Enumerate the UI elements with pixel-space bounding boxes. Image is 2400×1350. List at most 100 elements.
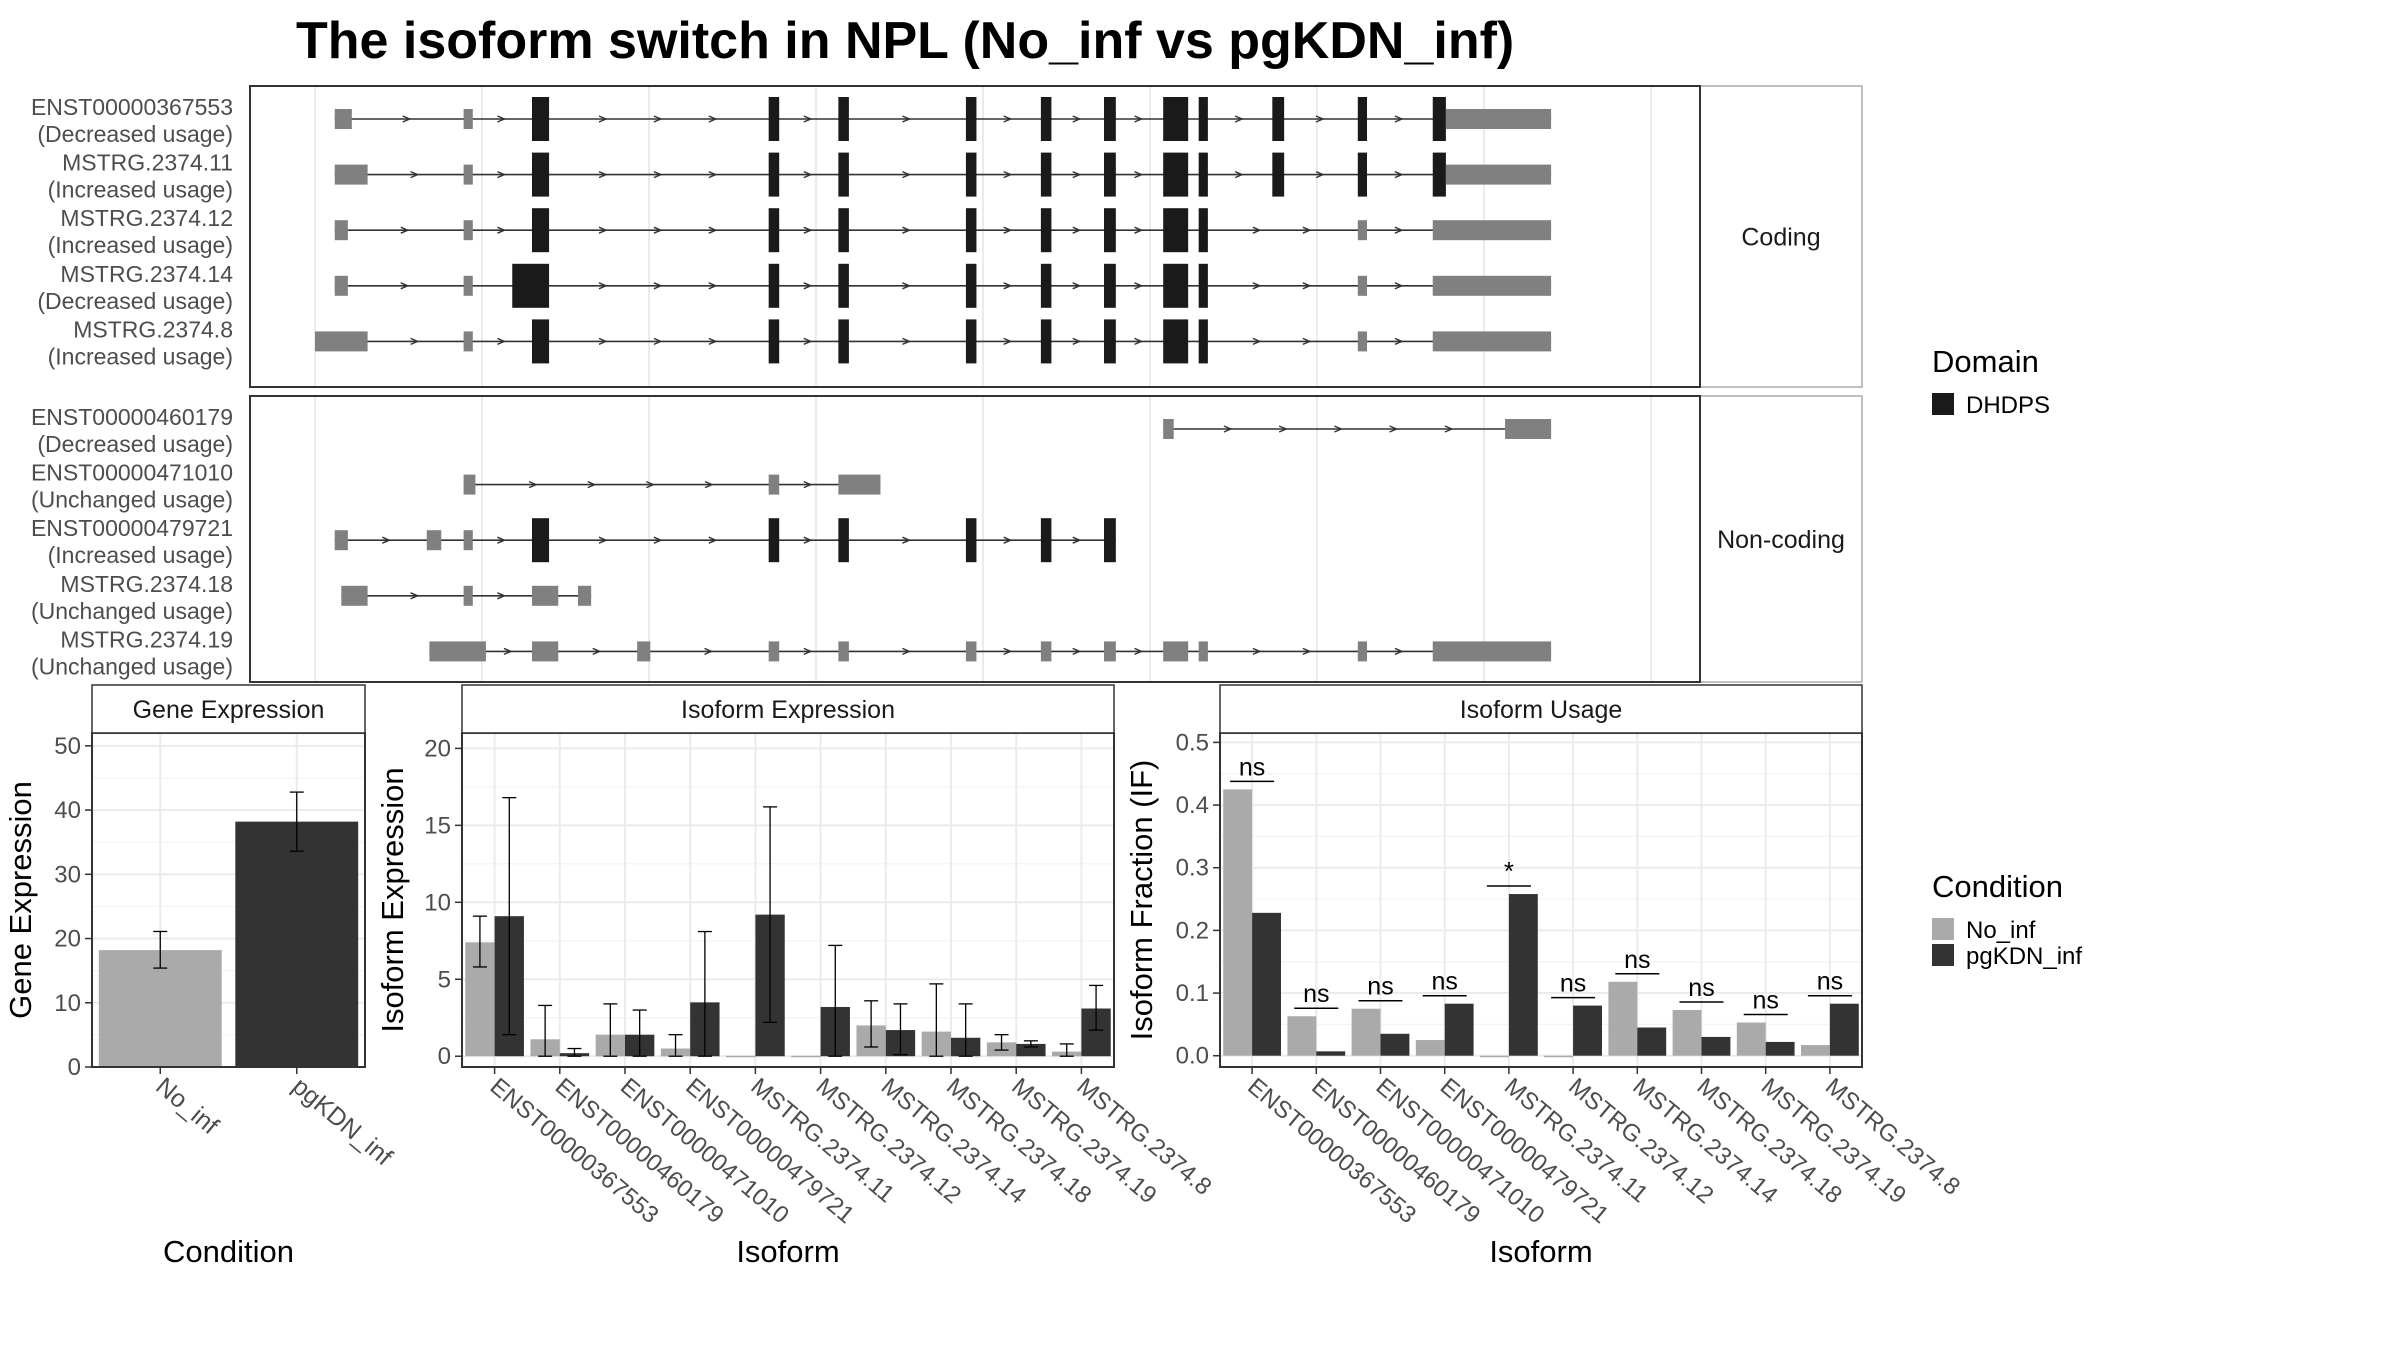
dhdps-domain-exon xyxy=(1163,319,1189,364)
intron-direction-arrow xyxy=(1003,170,1013,179)
intron-direction-arrow xyxy=(1003,226,1013,234)
intron-direction-arrow xyxy=(410,592,420,600)
dhdps-domain-exon xyxy=(1040,319,1052,364)
significance-label: ns xyxy=(1431,968,1457,996)
intron-direction-arrow xyxy=(1003,647,1013,656)
exon xyxy=(463,220,473,241)
intron-direction-arrow xyxy=(1394,170,1404,179)
exon xyxy=(1432,220,1552,241)
exon xyxy=(334,164,368,185)
facet-strip-non-coding xyxy=(1699,395,1863,683)
intron-direction-arrow xyxy=(902,115,912,123)
dhdps-domain-exon xyxy=(1198,97,1208,141)
domain-legend-key-dhdps xyxy=(1932,393,1954,415)
dhdps-domain-exon xyxy=(838,518,849,563)
y-tick-label: 0.3 xyxy=(1176,855,1209,882)
bar-pgkdn_inf-mstrg.2374.11 xyxy=(1508,894,1538,1056)
exon xyxy=(1445,164,1552,185)
bar-no_inf-mstrg.2374.19 xyxy=(1736,1022,1766,1056)
intron-direction-arrow xyxy=(708,282,718,290)
transcript-usage-label: (Decreased usage) xyxy=(37,288,233,314)
transcript-row: ENST00000471010(Unchanged usage) xyxy=(31,460,881,513)
intron-direction-arrow xyxy=(653,170,663,179)
exon xyxy=(334,275,348,296)
dhdps-domain-exon xyxy=(838,319,849,364)
y-tick-label: 40 xyxy=(54,797,81,824)
transcript-id-label: MSTRG.2374.18 xyxy=(60,571,233,597)
bar-pgkdn_inf-enst00000460179 xyxy=(1316,1051,1346,1056)
intron-direction-arrow xyxy=(1134,115,1144,123)
exon xyxy=(1163,641,1189,662)
transcript-id-label: MSTRG.2374.19 xyxy=(60,626,233,652)
intron-direction-arrow xyxy=(497,170,507,179)
intron-direction-arrow xyxy=(598,536,608,544)
intron-direction-arrow xyxy=(598,226,608,234)
exon xyxy=(531,585,559,606)
condition-legend-title: Condition xyxy=(1932,869,2063,904)
transcript-id-label: ENST00000367553 xyxy=(31,94,233,120)
exon xyxy=(1432,275,1552,296)
bar-pgkdn_inf-enst00000479721 xyxy=(1444,1003,1474,1056)
facet-strip-label: Isoform Expression xyxy=(681,696,895,724)
significance-label: * xyxy=(1504,856,1514,886)
intron-direction-arrow xyxy=(803,337,813,346)
y-axis-title: Gene Expression xyxy=(3,781,38,1019)
intron-direction-arrow xyxy=(598,282,608,290)
dhdps-domain-exon xyxy=(1040,263,1052,308)
dhdps-domain-exon xyxy=(768,263,780,308)
panel-border xyxy=(249,85,1701,388)
exon xyxy=(838,474,881,495)
intron-direction-arrow xyxy=(1315,170,1325,179)
intron-direction-arrow xyxy=(503,647,513,656)
transcript-row: ENST00000460179(Decreased usage) xyxy=(31,404,1552,457)
y-tick-label: 20 xyxy=(424,735,451,762)
intron-direction-arrow xyxy=(497,115,507,123)
transcript-usage-label: (Decreased usage) xyxy=(37,121,233,147)
intron-direction-arrow xyxy=(1072,170,1082,179)
dhdps-domain-exon xyxy=(965,319,977,364)
intron-direction-arrow xyxy=(803,282,813,290)
dhdps-domain-exon xyxy=(965,97,977,141)
x-axis-title: Condition xyxy=(163,1234,294,1269)
y-tick-label: 0.2 xyxy=(1176,917,1209,944)
dhdps-domain-exon xyxy=(1198,152,1208,197)
dhdps-domain-exon xyxy=(531,152,550,197)
intron-direction-arrow xyxy=(410,337,420,346)
intron-direction-arrow xyxy=(400,282,410,290)
intron-direction-arrow xyxy=(1223,425,1233,433)
intron-direction-arrow xyxy=(497,536,507,544)
intron-direction-arrow xyxy=(1134,647,1144,656)
intron-direction-arrow xyxy=(592,647,602,656)
intron-direction-arrow xyxy=(400,226,410,234)
intron-direction-arrow xyxy=(902,282,912,290)
exon xyxy=(1357,331,1367,352)
intron-direction-arrow xyxy=(653,536,663,544)
condition-legend-label-no-inf: No_inf xyxy=(1966,917,2036,944)
exon xyxy=(1198,641,1208,662)
dhdps-domain-exon xyxy=(1198,263,1208,308)
dhdps-domain-exon xyxy=(1163,208,1189,253)
dhdps-domain-exon xyxy=(1104,319,1116,364)
bar-no_inf-mstrg.2374.11 xyxy=(1480,1055,1509,1058)
bar-no_inf-enst00000460179 xyxy=(1287,1016,1317,1056)
facet-strip xyxy=(1219,684,1863,734)
dhdps-domain-exon xyxy=(838,152,849,197)
y-tick-label: 0.4 xyxy=(1176,792,1209,819)
intron-direction-arrow xyxy=(803,536,813,544)
intron-direction-arrow xyxy=(1302,282,1312,290)
dhdps-domain-exon xyxy=(768,208,780,253)
bar-pgkdn_inf-mstrg.2374.8 xyxy=(1829,1003,1859,1056)
transcript-id-label: MSTRG.2374.11 xyxy=(62,150,233,176)
intron-direction-arrow xyxy=(1003,115,1013,123)
bar-no_inf-mstrg.2374.18 xyxy=(1672,1009,1702,1056)
intron-direction-arrow xyxy=(1003,337,1013,346)
intron-direction-arrow xyxy=(1394,226,1404,234)
transcript-id-label: ENST00000460179 xyxy=(31,404,233,430)
intron-direction-arrow xyxy=(497,226,507,234)
intron-direction-arrow xyxy=(653,337,663,346)
transcript-usage-label: (Increased usage) xyxy=(48,232,233,258)
dhdps-domain-exon xyxy=(1104,518,1116,563)
